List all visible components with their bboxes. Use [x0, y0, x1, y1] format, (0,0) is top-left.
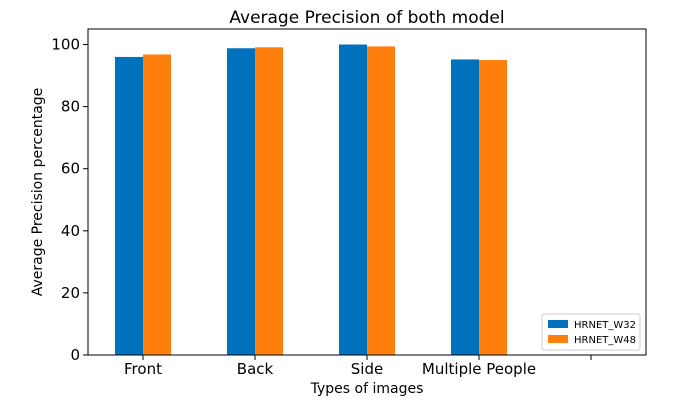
bar-hrnet-w32-back: [227, 48, 255, 356]
bar-hrnet-w32-side: [339, 44, 367, 356]
x-tick-label: Side: [351, 360, 383, 378]
bar-hrnet-w48-front: [143, 54, 171, 356]
x-tick-label: Front: [124, 360, 162, 378]
y-tick-label: 0: [70, 346, 80, 364]
chart-title: Average Precision of both model: [229, 8, 504, 28]
legend: HRNET_W32 HRNET_W48: [541, 313, 641, 351]
x-axis-label: Types of images: [310, 381, 424, 397]
y-axis-label: Average Precision percentage: [30, 88, 46, 297]
legend-swatch: [548, 320, 568, 328]
y-tick-label: 20: [61, 284, 80, 302]
bars-group: [115, 44, 507, 356]
x-axis: Front Back Side Multiple People: [124, 355, 592, 378]
bar-hrnet-w32-front: [115, 56, 143, 355]
legend-label: HRNET_W32: [574, 320, 636, 331]
bar-hrnet-w48-back: [255, 47, 283, 356]
y-tick-label: 40: [61, 222, 80, 240]
y-tick-label: 60: [61, 160, 80, 178]
legend-label: HRNET_W48: [574, 335, 636, 346]
x-tick-label: Multiple People: [422, 360, 536, 378]
legend-swatch: [548, 335, 568, 343]
bar-hrnet-w48-multiple-people: [479, 60, 507, 356]
x-tick-label: Back: [237, 360, 274, 378]
y-tick-label: 80: [61, 98, 80, 116]
y-axis: 0 20 40 60 80 100: [51, 36, 88, 364]
bar-hrnet-w48-side: [367, 46, 395, 356]
bar-hrnet-w32-multiple-people: [451, 59, 479, 355]
y-tick-label: 100: [51, 36, 80, 54]
